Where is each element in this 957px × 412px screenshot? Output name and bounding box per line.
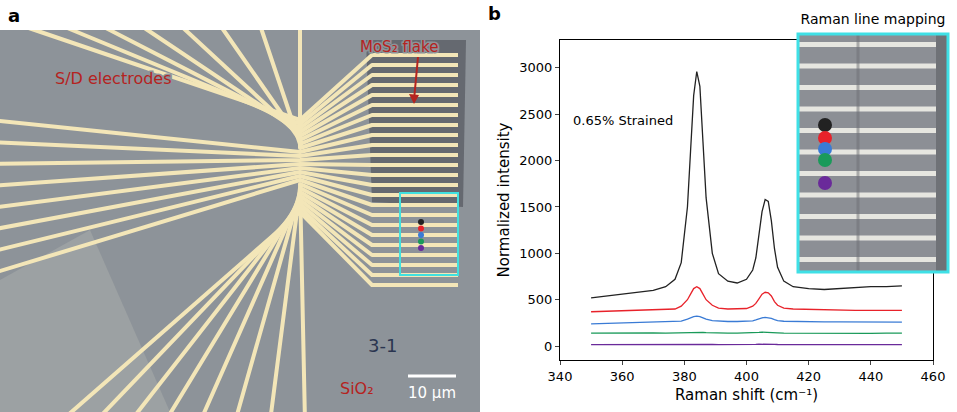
svg-text:10 μm: 10 μm [408, 384, 456, 402]
svg-text:1500: 1500 [519, 200, 552, 215]
svg-text:460: 460 [921, 369, 946, 384]
svg-text:3000: 3000 [519, 60, 552, 75]
svg-text:360: 360 [610, 369, 635, 384]
svg-text:340: 340 [548, 369, 573, 384]
svg-text:Raman shift (cm⁻¹): Raman shift (cm⁻¹) [675, 386, 818, 404]
svg-text:2500: 2500 [519, 107, 552, 122]
svg-text:1000: 1000 [519, 246, 552, 261]
svg-text:b: b [488, 3, 501, 24]
svg-text:SiO₂: SiO₂ [340, 379, 374, 398]
svg-text:420: 420 [796, 369, 821, 384]
svg-text:0: 0 [544, 339, 552, 354]
svg-text:Raman line mapping: Raman line mapping [801, 11, 946, 27]
svg-text:400: 400 [734, 369, 759, 384]
svg-text:2000: 2000 [519, 153, 552, 168]
svg-text:500: 500 [528, 292, 553, 307]
svg-text:MoS₂ flake: MoS₂ flake [360, 38, 438, 56]
svg-text:3-1: 3-1 [368, 335, 397, 356]
svg-text:Normalized intensity: Normalized intensity [495, 122, 513, 277]
svg-text:440: 440 [858, 369, 883, 384]
svg-text:380: 380 [672, 369, 697, 384]
svg-text:0.65% Strained: 0.65% Strained [573, 113, 673, 128]
svg-text:S/D electrodes: S/D electrodes [55, 69, 172, 88]
svg-text:a: a [8, 5, 20, 26]
